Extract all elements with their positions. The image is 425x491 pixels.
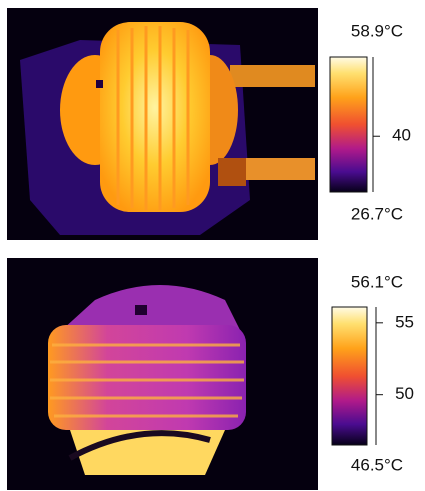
max-label: 58.9°C bbox=[351, 21, 403, 40]
tick-label: 55 bbox=[395, 312, 414, 331]
colorbar bbox=[329, 56, 368, 193]
min-label: 26.7°C bbox=[351, 204, 403, 223]
min-label: 46.5°C bbox=[351, 455, 403, 474]
thermal-image-bottom bbox=[7, 258, 318, 490]
colorbar bbox=[331, 306, 368, 446]
thermal-image-top bbox=[7, 8, 318, 240]
tick-label: 40 bbox=[392, 126, 411, 145]
tick-label: 50 bbox=[395, 384, 414, 403]
max-label: 56.1°C bbox=[351, 272, 403, 291]
